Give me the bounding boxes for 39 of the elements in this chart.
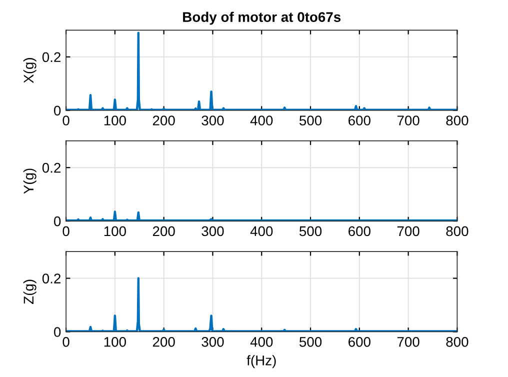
x-tick-label: 500 (299, 226, 322, 236)
x-tick-label: 800 (446, 336, 468, 347)
x-tick-label: 200 (152, 336, 175, 347)
x-tick-label: 700 (397, 226, 420, 236)
line-series (66, 32, 458, 110)
y-tick-label: 0 (54, 327, 61, 337)
x-tick-label: 600 (348, 226, 370, 236)
y-axis-title: Z(g) (23, 280, 36, 304)
x-tick-label: 800 (446, 226, 468, 236)
x-tick-label: 100 (104, 226, 126, 236)
x-tick-label: 500 (299, 336, 322, 347)
y-axis-title: X(g) (23, 58, 36, 84)
x-tick-label: 400 (250, 226, 273, 236)
x-tick-label: 700 (397, 116, 420, 126)
x-axis-title: f(Hz) (246, 355, 276, 368)
x-tick-label: 600 (348, 116, 370, 126)
x-tick-label: 200 (152, 116, 175, 126)
x-tick-label: 300 (202, 226, 224, 236)
x-tick-label: 300 (202, 116, 224, 126)
y-tick-label: 0.2 (42, 274, 60, 284)
x-tick-label: 600 (348, 336, 370, 347)
x-tick-label: 300 (202, 336, 224, 347)
y-tick-label: 0.2 (42, 52, 60, 62)
x-tick-label: 200 (152, 226, 175, 236)
x-tick-label: 400 (250, 336, 273, 347)
x-tick-label: 100 (104, 336, 126, 347)
x-tick-label: 0 (62, 336, 70, 347)
y-axis-title: Y(g) (23, 168, 36, 194)
y-tick-label: 0.2 (42, 162, 60, 173)
x-tick-label: 700 (397, 336, 420, 347)
x-tick-label: 100 (104, 116, 126, 126)
y-tick-label: 0 (54, 106, 61, 116)
x-tick-label: 0 (62, 226, 70, 236)
x-tick-label: 500 (299, 116, 322, 126)
x-tick-label: 800 (446, 116, 468, 126)
x-tick-label: 0 (62, 116, 70, 126)
y-tick-label: 0 (54, 216, 61, 226)
x-tick-label: 400 (250, 116, 273, 126)
chart-title: Body of motor at 0to67s (183, 12, 341, 25)
